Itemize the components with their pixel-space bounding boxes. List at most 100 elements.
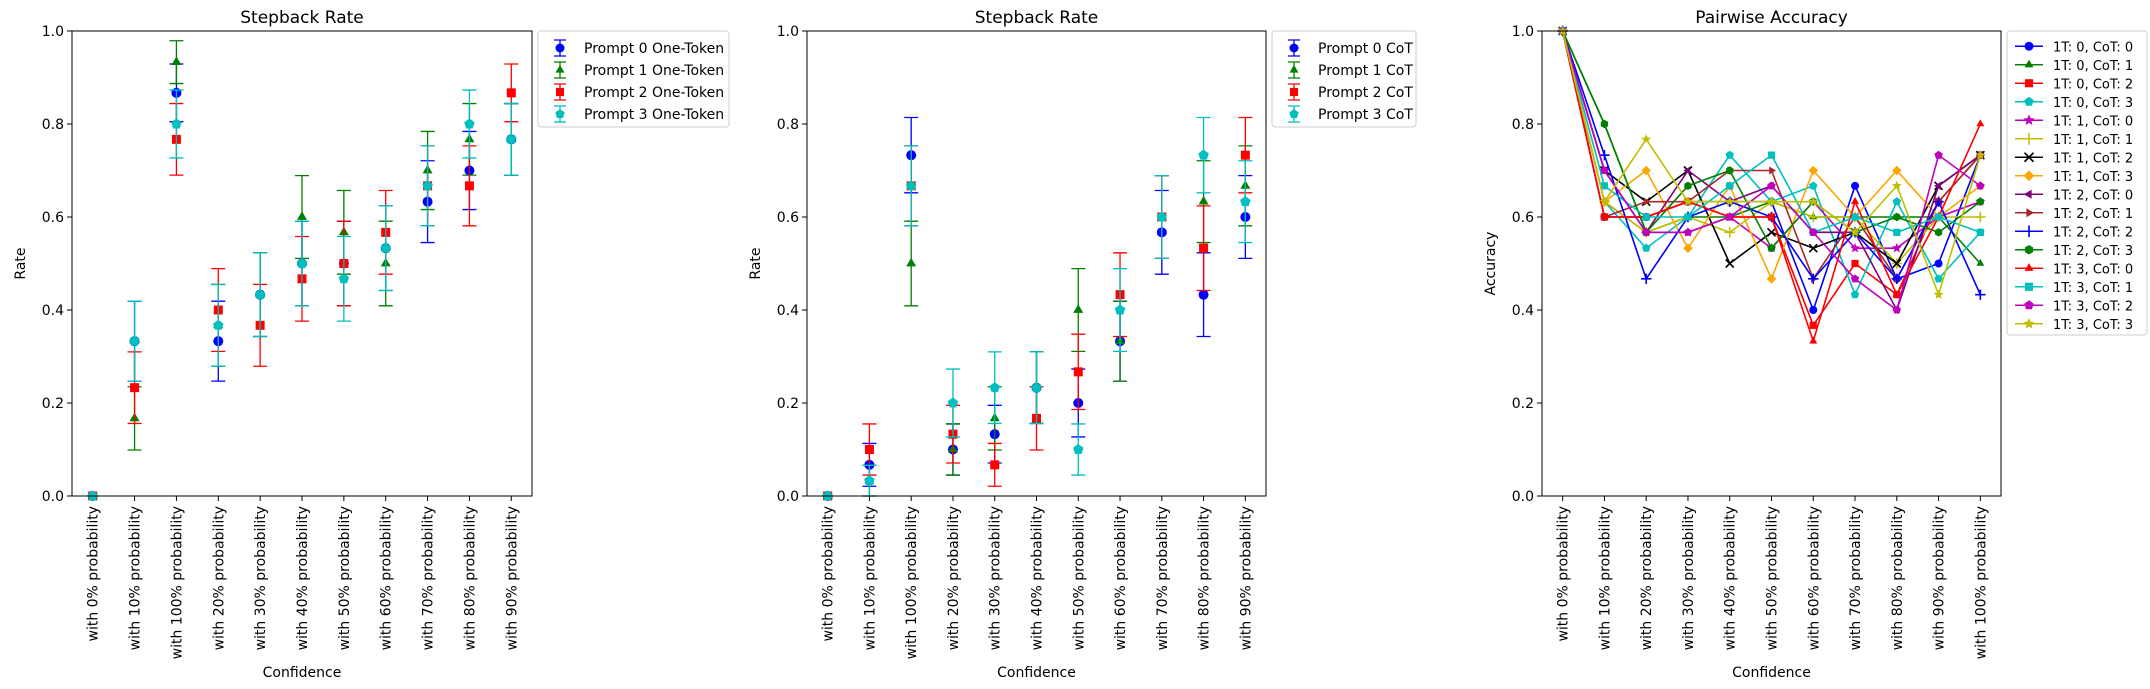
data-point bbox=[1684, 213, 1692, 221]
data-point bbox=[1643, 197, 1651, 206]
data-point bbox=[1933, 196, 1944, 207]
data-point bbox=[506, 133, 517, 144]
legend-marker bbox=[1289, 64, 1299, 73]
data-point bbox=[822, 490, 833, 501]
legend-label: 1T: 3, CoT: 0 bbox=[2053, 262, 2133, 277]
data-point bbox=[1600, 212, 1609, 220]
data-point bbox=[1240, 150, 1250, 160]
data-point bbox=[1199, 243, 1209, 253]
data-point bbox=[1893, 212, 1901, 222]
series-1 bbox=[822, 116, 1253, 501]
data-point bbox=[1808, 211, 1819, 223]
y-tick-label: 0.6 bbox=[42, 210, 64, 226]
x-axis-label: Confidence bbox=[997, 665, 1076, 681]
x-tick-label: with 20% probability bbox=[211, 506, 227, 650]
legend-marker bbox=[2023, 114, 2035, 125]
data-point bbox=[1600, 119, 1609, 129]
data-point bbox=[1240, 196, 1251, 207]
data-point bbox=[1809, 181, 1818, 190]
data-point bbox=[1975, 149, 1986, 160]
data-point bbox=[1976, 197, 1984, 206]
legend-label: Prompt 1 CoT bbox=[1318, 63, 1413, 79]
data-point bbox=[1769, 166, 1777, 175]
x-tick-label: with 30% probability bbox=[1681, 506, 1697, 650]
data-point bbox=[1767, 212, 1776, 220]
data-point bbox=[1767, 243, 1776, 253]
x-tick-label: with 40% probability bbox=[1030, 506, 1046, 650]
data-point bbox=[1726, 166, 1734, 175]
data-point bbox=[1933, 181, 1941, 190]
chart-title: Stepback Rate bbox=[240, 8, 364, 28]
data-point bbox=[864, 475, 875, 486]
x-tick-label: with 40% probability bbox=[1723, 506, 1739, 650]
y-axis-label: Rate bbox=[13, 247, 29, 279]
legend-label: 1T: 1, CoT: 1 bbox=[2053, 133, 2133, 148]
data-point bbox=[1976, 258, 1985, 266]
data-point bbox=[1599, 149, 1610, 161]
legend-label: Prompt 2 One-Token bbox=[584, 85, 724, 101]
data-point bbox=[171, 56, 182, 66]
legend-marker bbox=[2023, 152, 2035, 163]
data-point bbox=[1725, 258, 1735, 269]
plot-area-frame bbox=[806, 30, 1267, 497]
chart-panel-1: Stepback Rate 0.0 0.2 0.4 0.6 0.8 1.0 with 0% p… bbox=[13, 8, 730, 681]
data-point bbox=[906, 257, 917, 267]
legend-label: 1T: 1, CoT: 0 bbox=[2053, 114, 2133, 129]
x-tick-label: with 20% probability bbox=[1639, 506, 1655, 650]
series-2 bbox=[822, 145, 1253, 499]
y-tick-label: 0.4 bbox=[1512, 303, 1534, 319]
x-tick-label: with 40% probability bbox=[295, 506, 311, 650]
x-tick-label: with 60% probability bbox=[1113, 506, 1129, 650]
data-point bbox=[864, 445, 874, 454]
data-point bbox=[464, 118, 475, 129]
data-point bbox=[1809, 321, 1817, 329]
series-line bbox=[1561, 30, 1981, 265]
y-tick-label: 1.0 bbox=[777, 24, 799, 40]
x-tick-label: with 60% probability bbox=[379, 506, 395, 650]
x-tick-label: with 70% probability bbox=[1155, 506, 1171, 650]
x-tick-label: with 0% probability bbox=[1556, 506, 1572, 642]
chart-panel-3: Pairwise Accuracy 0.0 0.2 0.4 0.6 0.8 1.0 with … bbox=[1483, 8, 2148, 681]
data-point bbox=[1073, 304, 1084, 313]
series-4 bbox=[87, 89, 519, 501]
x-tick-label: with 90% probability bbox=[1238, 506, 1254, 650]
legend-label: Prompt 3 One-Token bbox=[584, 107, 724, 123]
data-point bbox=[1642, 213, 1650, 221]
series-3 bbox=[88, 63, 519, 501]
data-point bbox=[1808, 165, 1819, 176]
x-tick-label: with 80% probability bbox=[1890, 506, 1906, 650]
chart-panel-2: Stepback Rate 0.0 0.2 0.4 0.6 0.8 1.0 with 0% p… bbox=[748, 8, 1417, 681]
data-point bbox=[1851, 181, 1860, 190]
data-point bbox=[380, 242, 391, 253]
legend-label: 1T: 0, CoT: 2 bbox=[2053, 77, 2133, 92]
x-tick-label: with 70% probability bbox=[1848, 506, 1864, 650]
data-point bbox=[296, 258, 308, 268]
data-point bbox=[1642, 227, 1651, 236]
chart-title: Stepback Rate bbox=[975, 8, 1099, 28]
data-point bbox=[1934, 228, 1943, 237]
data-point bbox=[1114, 304, 1126, 315]
data-point bbox=[1683, 227, 1693, 236]
legend-marker bbox=[555, 64, 565, 73]
data-point bbox=[1599, 196, 1610, 206]
x-tick-label: with 10% probability bbox=[128, 506, 144, 650]
series-2 bbox=[87, 40, 519, 499]
legend-label: Prompt 2 CoT bbox=[1318, 85, 1413, 101]
y-tick-label: 0.6 bbox=[777, 210, 799, 226]
data-point bbox=[171, 118, 182, 129]
data-point bbox=[1198, 149, 1209, 160]
y-tick-label: 0.0 bbox=[777, 489, 799, 505]
legend-label: Prompt 0 One-Token bbox=[584, 41, 724, 57]
data-point bbox=[213, 319, 224, 330]
data-point bbox=[1934, 259, 1943, 268]
x-tick-label: with 60% probability bbox=[1806, 506, 1822, 650]
legend-marker bbox=[2023, 189, 2032, 199]
data-point bbox=[1766, 196, 1777, 206]
y-tick-label: 0.4 bbox=[42, 303, 64, 319]
x-tick-label: with 80% probability bbox=[1197, 506, 1213, 650]
data-point bbox=[1640, 273, 1652, 285]
data-point bbox=[1975, 211, 1986, 223]
legend-label: 1T: 2, CoT: 1 bbox=[2053, 207, 2133, 222]
legend-marker bbox=[2024, 282, 2034, 291]
legend-label: 1T: 0, CoT: 0 bbox=[2053, 40, 2133, 55]
